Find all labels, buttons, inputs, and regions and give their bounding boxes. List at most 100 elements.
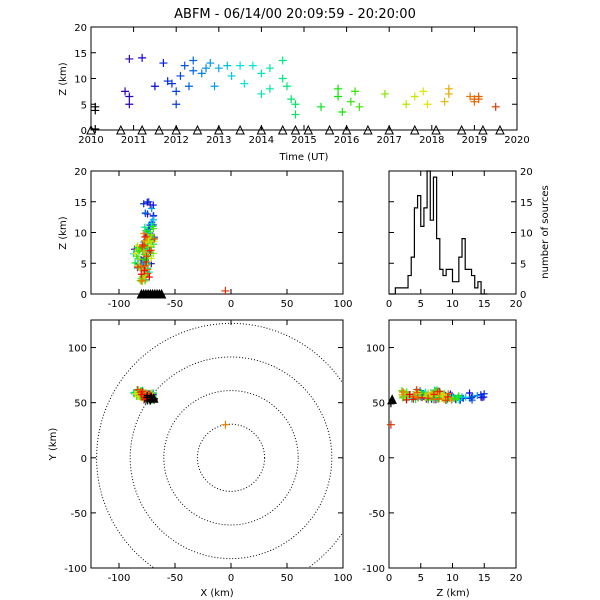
y-tick-label: 50 bbox=[372, 399, 385, 410]
x-tick-label: 10 bbox=[446, 299, 459, 310]
source-point bbox=[91, 106, 100, 115]
source-point bbox=[419, 87, 428, 96]
zy-source bbox=[480, 390, 488, 398]
y-tick-label: 0 bbox=[81, 126, 87, 137]
x-tick-label: 2013 bbox=[206, 135, 231, 146]
x-tick-label: 2019 bbox=[462, 135, 487, 146]
source-point bbox=[346, 97, 355, 106]
xz-source bbox=[140, 230, 148, 238]
xz-source bbox=[148, 204, 156, 212]
plan-source bbox=[139, 387, 147, 395]
x-tick-label: 2017 bbox=[376, 135, 401, 146]
xz-source bbox=[147, 254, 155, 262]
station-marker bbox=[324, 124, 335, 135]
source-point bbox=[334, 84, 343, 93]
source-point bbox=[410, 92, 419, 101]
station-marker bbox=[303, 124, 314, 135]
zy-source bbox=[430, 390, 438, 398]
x-tick-label: 15 bbox=[478, 573, 491, 584]
xz-source bbox=[134, 263, 142, 271]
z-axis-label-top: Z (km) bbox=[58, 62, 69, 95]
source-point bbox=[278, 56, 287, 65]
xz-station-marker bbox=[156, 288, 167, 299]
y-tick-label: 10 bbox=[520, 229, 533, 240]
y-tick-label: 50 bbox=[74, 399, 87, 410]
x-tick-label: 2010 bbox=[78, 135, 103, 146]
y-tick-label: 0 bbox=[81, 454, 87, 465]
xz-source bbox=[149, 201, 157, 209]
source-point bbox=[150, 82, 159, 91]
zy-source bbox=[469, 393, 477, 401]
y-axis-label-plan: Y (km) bbox=[48, 428, 59, 462]
y-tick-label: -50 bbox=[369, 509, 385, 520]
source-point bbox=[223, 61, 232, 70]
source-point bbox=[248, 61, 257, 70]
y-tick-label: 20 bbox=[74, 23, 87, 34]
station-marker bbox=[213, 124, 224, 135]
zy-center-source bbox=[386, 420, 395, 429]
xz-center-source bbox=[221, 286, 230, 295]
plan-station-marker bbox=[148, 393, 159, 403]
zy-source bbox=[436, 387, 444, 395]
source-point bbox=[444, 84, 453, 93]
x-tick-label: 2018 bbox=[419, 135, 444, 146]
x-tick-label: 20 bbox=[510, 299, 523, 310]
station-marker bbox=[363, 124, 373, 135]
station-marker bbox=[478, 124, 488, 135]
source-point bbox=[291, 110, 300, 119]
x-tick-label: 2012 bbox=[163, 135, 188, 146]
source-point bbox=[380, 89, 389, 98]
zy-source bbox=[478, 394, 486, 402]
xz-source bbox=[144, 234, 152, 242]
tick-layer: 2010 2011 2012 2013 2014 2015 2016 2017 2018 2019… bbox=[64, 23, 532, 584]
zy-source bbox=[442, 396, 450, 404]
zy-source bbox=[440, 395, 448, 403]
x-tick-label: 2020 bbox=[504, 135, 529, 146]
z-axis-label-zy: Z (km) bbox=[436, 588, 469, 599]
zy-source bbox=[477, 391, 485, 399]
range-ring bbox=[196, 423, 266, 492]
y-tick-label: 20 bbox=[74, 167, 87, 178]
xz-source bbox=[142, 258, 150, 266]
station-marker bbox=[341, 124, 352, 135]
y-tick-label: -50 bbox=[71, 509, 87, 520]
xz-source bbox=[141, 262, 149, 270]
zy-source bbox=[413, 386, 421, 394]
source-point bbox=[206, 59, 215, 68]
source-point bbox=[240, 79, 249, 88]
y-tick-label: 5 bbox=[81, 100, 87, 111]
source-point bbox=[257, 89, 266, 98]
source-point bbox=[265, 64, 274, 73]
source-point bbox=[125, 92, 134, 101]
y-tick-label: 15 bbox=[74, 198, 87, 209]
zy-source bbox=[402, 396, 410, 404]
source-point bbox=[466, 92, 475, 101]
source-point bbox=[440, 97, 449, 106]
x-tick-label: 100 bbox=[333, 299, 352, 310]
histogram-y-label: number of sources bbox=[540, 185, 551, 278]
x-tick-label: 20 bbox=[510, 573, 523, 584]
y-tick-label: 5 bbox=[81, 259, 87, 270]
source-point bbox=[197, 69, 206, 78]
source-point bbox=[159, 59, 168, 68]
station-marker bbox=[256, 124, 267, 135]
station-marker bbox=[277, 124, 288, 135]
zy-source bbox=[473, 392, 481, 400]
source-point bbox=[138, 53, 147, 62]
x-tick-label: 15 bbox=[478, 299, 491, 310]
source-point bbox=[91, 124, 100, 133]
plan-source-early bbox=[143, 393, 151, 401]
source-point bbox=[125, 100, 134, 109]
xz-source bbox=[149, 225, 157, 233]
xz-source bbox=[150, 216, 158, 224]
x-tick-label: 0 bbox=[386, 573, 392, 584]
zy-source bbox=[405, 391, 413, 399]
source-point bbox=[163, 77, 172, 86]
xz-source bbox=[140, 267, 148, 275]
station-marker bbox=[290, 124, 301, 135]
source-point bbox=[184, 82, 193, 91]
station-marker bbox=[495, 124, 505, 135]
x-tick-label: -50 bbox=[167, 299, 183, 310]
source-point bbox=[227, 71, 236, 80]
